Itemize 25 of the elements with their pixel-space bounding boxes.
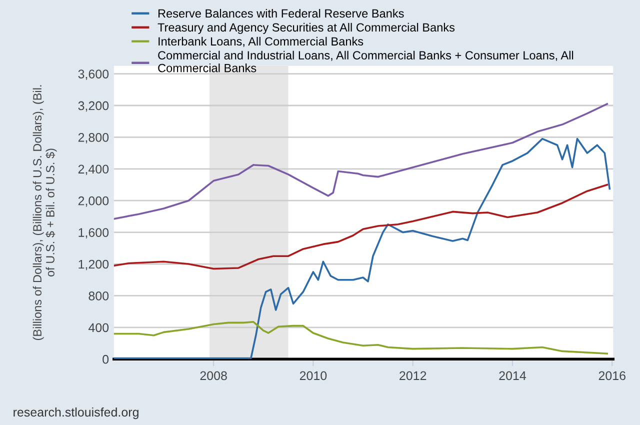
y-tick-label: 800	[88, 292, 109, 300]
y-tick-label: 1,600	[78, 228, 109, 238]
x-tick-label: 2012	[400, 371, 426, 380]
line-series	[114, 138, 611, 360]
x-tick-label: 2010	[300, 371, 327, 380]
x-tick-label: 2008	[200, 371, 227, 380]
y-axis-title: (Billions of Dollars), (Billions of U.S. Dollars), (Bil. of U.S. $ + Bil. of U.S. $)	[32, 85, 57, 340]
y-tick-label: 3,600	[78, 70, 109, 80]
legend-label: Interbank Loans, All Commercial Banks	[158, 36, 364, 47]
y-tick-label: 1,200	[78, 260, 109, 270]
y-tick-label: 400	[88, 323, 109, 332]
y-tick-label: 3,200	[78, 101, 109, 112]
y-tick-label: 2,400	[78, 164, 109, 176]
legend-label: Reserve Balances with Federal Reserve Banks	[158, 8, 404, 18]
x-tick-label: 2016	[598, 371, 626, 380]
line-series	[114, 320, 608, 354]
y-tick-label: 2,800	[78, 133, 109, 144]
legend-label: Commercial and Industrial Loans, All Commercial Banks + Consumer Loans, All Commercial Banks	[158, 50, 574, 72]
text: research.stlouisfed.org	[14, 407, 138, 420]
x-tick-label: 2014	[499, 371, 526, 380]
y-tick-label: 0	[102, 354, 109, 364]
line-series	[114, 103, 608, 220]
y-tick-label: 2,000	[78, 196, 109, 207]
legend-label: Treasury and Agency Securities at All Commercial Banks	[158, 22, 455, 34]
line-series	[114, 184, 608, 270]
